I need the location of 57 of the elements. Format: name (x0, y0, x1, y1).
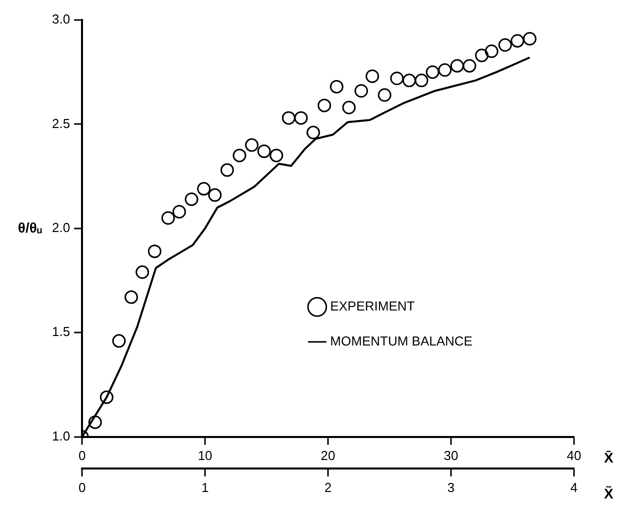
point (100, 390, 114, 404)
legend-label: EXPERIMENT (330, 298, 415, 314)
point (112, 334, 126, 348)
y-tick-label: 1.0 (52, 428, 70, 444)
point (294, 111, 308, 125)
point (282, 111, 296, 125)
point (354, 84, 368, 98)
point (172, 204, 186, 218)
point (197, 182, 211, 196)
x2-tick-label: 3 (447, 480, 455, 495)
point (220, 163, 234, 177)
x2-tick-label: 1 (201, 480, 209, 495)
x2-axis-title: X̃ (604, 485, 614, 502)
point (414, 74, 428, 88)
point (342, 100, 356, 114)
point (366, 70, 380, 84)
point (270, 148, 284, 162)
point (484, 44, 498, 58)
point (148, 244, 162, 258)
point (426, 65, 440, 79)
point (161, 211, 175, 225)
x2-tick-label: 2 (324, 480, 332, 495)
x2-tick-label: 4 (570, 480, 578, 495)
point (245, 138, 259, 152)
x-tick-label: 40 (566, 448, 582, 464)
x-tick-label: 20 (320, 448, 336, 464)
point (136, 265, 150, 279)
point (318, 98, 332, 112)
x2-tick-label: 0 (78, 480, 86, 495)
point (475, 48, 489, 62)
point (88, 415, 102, 429)
point (462, 59, 476, 73)
y-tick-label: 1.5 (52, 324, 70, 340)
x-axis-title: X̄ (604, 450, 614, 466)
legend-label: MOMENTUM BALANCE (330, 333, 473, 348)
point (184, 192, 198, 206)
point (330, 80, 344, 94)
point (450, 59, 464, 73)
point (124, 290, 138, 304)
x-tick-label: 30 (444, 448, 458, 464)
y-axis-title: θ/θᵤ (18, 219, 42, 236)
point (390, 72, 404, 86)
point (498, 38, 512, 52)
point (510, 34, 524, 48)
point (257, 144, 271, 158)
point (402, 74, 416, 88)
point (522, 32, 536, 46)
point (438, 63, 452, 77)
x-tick-label: 10 (198, 448, 212, 464)
point (208, 188, 222, 202)
x-tick-label: 0 (78, 448, 86, 464)
point (378, 88, 392, 102)
point (232, 148, 246, 162)
y-tick-label: 2.5 (52, 116, 70, 131)
y-tick-label: 3.0 (52, 12, 70, 27)
y-tick-label: 2.0 (52, 220, 70, 235)
point (306, 126, 320, 140)
